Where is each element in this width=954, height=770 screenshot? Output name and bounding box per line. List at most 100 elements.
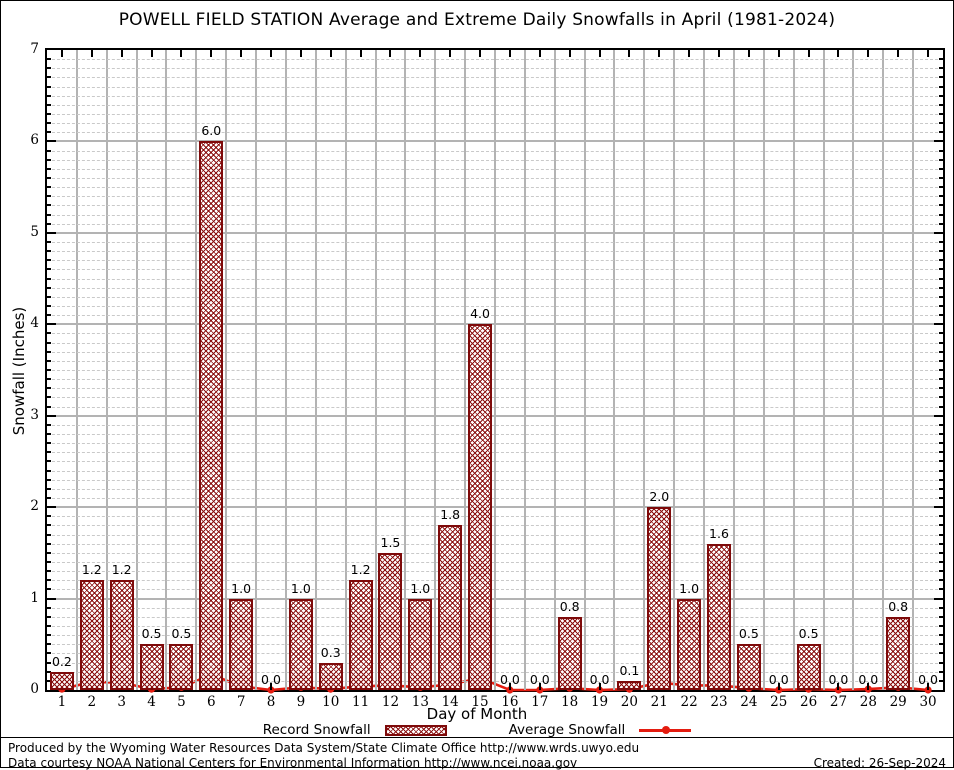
y-tick-left xyxy=(47,177,51,179)
minor-gridline xyxy=(47,626,943,627)
y-tick-left xyxy=(47,542,51,545)
y-tick-left xyxy=(47,369,51,371)
minor-gridline xyxy=(47,77,943,79)
x-tick-label: 22 xyxy=(680,694,698,710)
record-snowfall-bar xyxy=(736,644,761,690)
x-tick-label: 4 xyxy=(147,694,156,710)
minor-gridline xyxy=(47,287,943,289)
y-tick-left xyxy=(47,241,51,243)
bar-value-label: 4.0 xyxy=(470,306,490,322)
y-tick-left xyxy=(47,423,51,426)
x-tick-top xyxy=(90,50,93,57)
major-gridline xyxy=(47,140,943,143)
y-tick-right xyxy=(939,606,943,609)
y-tick-left xyxy=(47,588,51,591)
minor-gridline xyxy=(47,242,943,243)
x-tick-label: 21 xyxy=(650,694,668,710)
y-tick-right xyxy=(939,433,943,435)
x-tick-top xyxy=(359,50,362,57)
major-gridline xyxy=(47,231,943,234)
y-tick-left xyxy=(47,387,51,390)
x-axis-title: Day of Month xyxy=(426,705,528,723)
y-tick-right xyxy=(939,670,943,673)
y-tick-right xyxy=(939,460,943,463)
bar-value-label: 1.0 xyxy=(679,580,700,596)
x-tick-bottom xyxy=(508,683,511,690)
legend-average-marker-icon xyxy=(662,725,671,734)
footer-produced-by: Produced by the Wyoming Water Resources … xyxy=(8,741,640,755)
bar-value-label: 2.0 xyxy=(649,489,670,505)
record-snowfall-bar xyxy=(348,580,373,690)
y-tick-right xyxy=(939,561,943,563)
y-tick-right xyxy=(939,295,943,298)
x-tick-bottom xyxy=(927,683,930,690)
y-axis-title: Snowfall (Inches) xyxy=(10,306,28,436)
minor-gridline xyxy=(47,534,943,536)
y-tick-label: 3 xyxy=(30,406,39,423)
y-tick-left xyxy=(47,597,56,600)
x-tick-bottom xyxy=(270,683,272,690)
y-tick-left xyxy=(47,350,51,353)
minor-gridline xyxy=(47,552,943,554)
y-tick-right xyxy=(939,533,943,536)
y-tick-left xyxy=(47,341,51,344)
record-snowfall-bar xyxy=(199,141,224,690)
minor-gridline xyxy=(47,379,943,381)
x-tick-top xyxy=(628,50,631,57)
x-tick-top xyxy=(479,50,482,57)
x-tick-label: 8 xyxy=(266,694,276,710)
minor-gridline xyxy=(47,159,943,161)
y-tick-left xyxy=(47,524,51,527)
y-tick-left xyxy=(47,661,51,664)
x-tick-label: 26 xyxy=(800,694,818,710)
footer-data-courtesy: Data courtesy NOAA National Centers for … xyxy=(8,756,578,770)
x-tick-top xyxy=(807,50,810,57)
y-tick-left xyxy=(47,487,51,490)
y-tick-left xyxy=(47,579,51,582)
y-tick-right xyxy=(939,634,943,637)
legend-average-swatch xyxy=(639,725,692,734)
x-tick-label: 3 xyxy=(117,694,126,710)
x-tick-top xyxy=(419,50,422,57)
minor-gridline xyxy=(47,150,943,152)
y-tick-left xyxy=(47,94,51,97)
minor-gridline xyxy=(47,443,943,445)
record-snowfall-bar xyxy=(886,616,911,690)
minor-gridline xyxy=(47,635,943,637)
minor-gridline xyxy=(47,370,943,371)
minor-gridline xyxy=(47,406,943,408)
y-tick-left xyxy=(47,186,51,189)
minor-gridline xyxy=(47,214,943,216)
y-tick-right xyxy=(939,122,943,125)
minor-gridline xyxy=(47,571,943,573)
minor-gridline xyxy=(47,470,943,472)
x-tick-label: 27 xyxy=(829,694,848,710)
x-tick-label: 29 xyxy=(889,694,907,710)
y-tick-right xyxy=(939,588,943,591)
x-tick-top xyxy=(747,50,750,57)
x-tick-label: 5 xyxy=(177,694,186,710)
minor-gridline xyxy=(47,452,943,454)
y-tick-right xyxy=(939,67,943,70)
y-tick-right xyxy=(939,204,943,207)
minor-gridline xyxy=(47,488,943,490)
minor-gridline xyxy=(47,662,943,664)
y-tick-left xyxy=(47,497,51,499)
y-tick-left xyxy=(47,359,51,362)
y-tick-left xyxy=(47,606,51,609)
y-tick-right xyxy=(939,487,943,490)
record-snowfall-bar xyxy=(288,598,313,690)
bar-value-label: 0.8 xyxy=(888,598,909,614)
minor-gridline xyxy=(47,351,943,353)
y-tick-right xyxy=(939,305,943,307)
bar-value-label: 0.0 xyxy=(529,672,550,687)
bar-value-label: 0.2 xyxy=(51,653,72,669)
y-tick-left xyxy=(47,570,51,573)
legend: Record Snowfall Average Snowfall xyxy=(1,722,953,738)
bar-value-label: 1.0 xyxy=(410,580,431,596)
y-tick-right xyxy=(939,213,943,216)
y-tick-left xyxy=(47,305,51,307)
y-tick-right xyxy=(939,442,943,445)
major-gridline xyxy=(47,597,943,600)
